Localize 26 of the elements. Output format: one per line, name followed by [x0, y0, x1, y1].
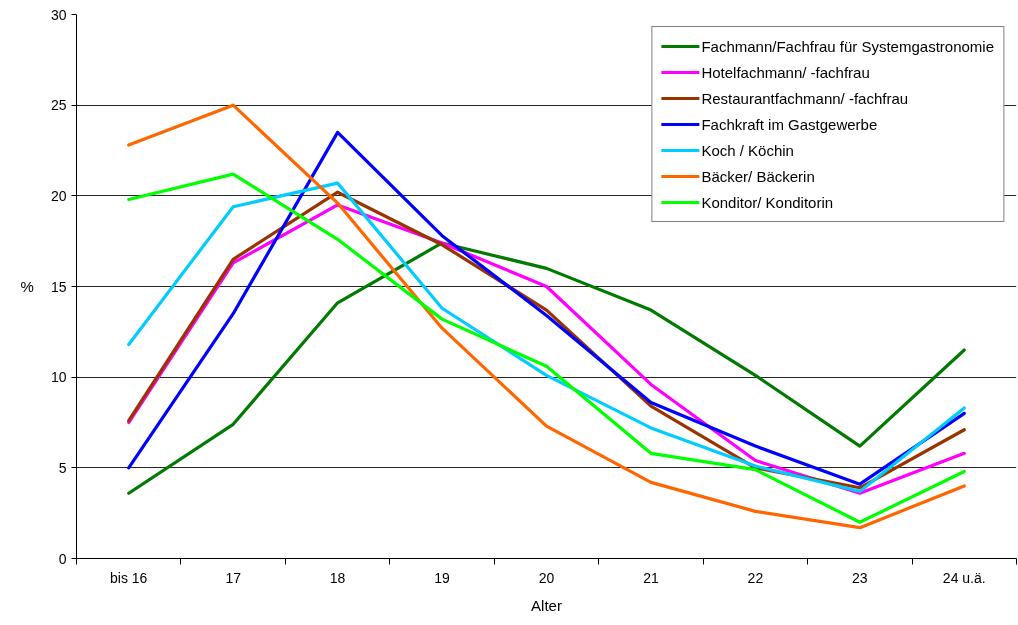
legend-label: Fachmann/Fachfrau für Systemgastronomie — [701, 36, 994, 56]
x-tick-label: 20 — [538, 569, 555, 586]
x-tick-label: 23 — [852, 569, 868, 586]
x-tick-label: 17 — [225, 569, 242, 586]
y-tick-label: 20 — [50, 187, 67, 204]
legend-label: Restaurantfachmann/ -fachfrau — [701, 88, 909, 108]
legend-label: Konditor/ Konditorin — [701, 192, 834, 212]
y-axis-title: % — [20, 278, 34, 295]
x-axis-title: Alter — [531, 596, 562, 614]
x-tick-label: 18 — [329, 569, 346, 586]
y-tick-label: 0 — [58, 550, 67, 567]
x-tick-label: 21 — [643, 569, 659, 586]
x-tick-label: 24 u.ä. — [942, 569, 986, 586]
y-tick-label: 25 — [50, 97, 67, 114]
y-tick-label: 15 — [50, 278, 67, 295]
line-series — [127, 103, 966, 530]
legend-label: Bäcker/ Bäckerin — [701, 166, 815, 186]
y-tick-label: 30 — [50, 6, 67, 23]
legend-label: Koch / Köchin — [701, 140, 794, 160]
legend-label: Fachkraft im Gastgewerbe — [701, 114, 878, 134]
x-tick-label: bis 16 — [110, 569, 148, 586]
x-tick-label: 22 — [747, 569, 764, 586]
x-tick-label: 19 — [434, 569, 451, 586]
legend-label: Hotelfachmann/ -fachfrau — [701, 62, 870, 82]
y-tick-label: 5 — [58, 459, 67, 476]
y-tick-label: 10 — [50, 369, 67, 386]
